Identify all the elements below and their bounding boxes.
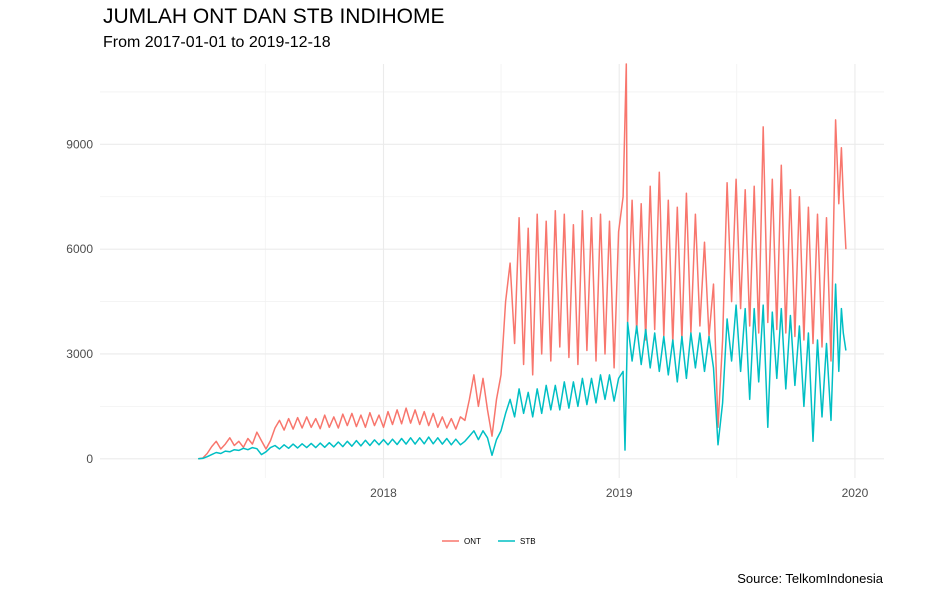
y-tick-label: 0 xyxy=(86,452,93,466)
y-axis-ticks: 0 3000 6000 9000 xyxy=(66,137,93,465)
legend-label-stb: STB xyxy=(520,537,536,546)
x-tick-label: 2019 xyxy=(606,486,633,500)
series-line-stb xyxy=(198,283,847,460)
chart-caption: Source: TelkomIndonesia xyxy=(737,571,883,586)
series-line-ont xyxy=(198,63,847,460)
grid-major xyxy=(100,64,884,478)
chart-title: JUMLAH ONT DAN STB INDIHOME xyxy=(103,5,445,28)
legend: ONT STB xyxy=(442,537,536,546)
y-tick-label: 3000 xyxy=(66,347,93,361)
x-tick-label: 2020 xyxy=(842,486,869,500)
y-tick-label: 6000 xyxy=(66,242,93,256)
x-tick-label: 2018 xyxy=(370,486,397,500)
series-lines xyxy=(198,63,847,460)
x-axis-ticks: 2018 2019 2020 xyxy=(370,486,868,500)
legend-label-ont: ONT xyxy=(464,537,481,546)
chart-subtitle: From 2017-01-01 to 2019-12-18 xyxy=(103,34,331,51)
y-tick-label: 9000 xyxy=(66,137,93,151)
